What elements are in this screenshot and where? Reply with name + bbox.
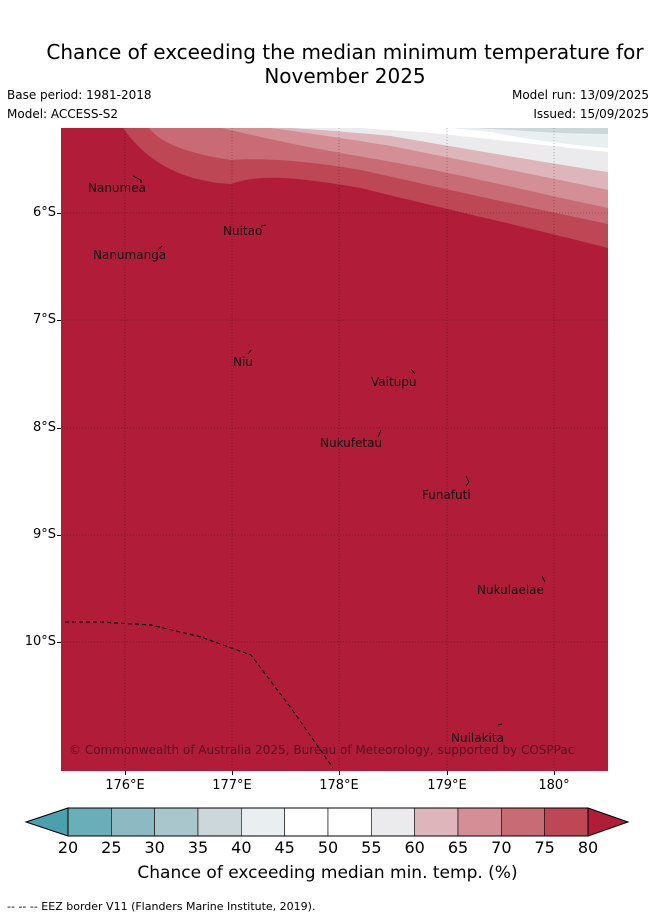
- base-period: Base period: 1981-2018: [7, 88, 152, 102]
- colorbar-tick-label: 60: [404, 838, 425, 857]
- lon-label-179e: 179°E: [427, 778, 467, 793]
- title-line-1: Chance of exceeding the median minimum t…: [46, 40, 644, 64]
- colorbar-cell: [111, 807, 155, 837]
- place-nanumea: Nanumea: [88, 181, 146, 195]
- colorbar-tick-label: 20: [57, 838, 79, 857]
- island-funafuti-outline: [465, 475, 470, 487]
- colorbar-tick-label: 45: [274, 838, 295, 857]
- colorbar-cell: [414, 807, 459, 837]
- island-nuilakita-outline: [497, 723, 503, 726]
- lon-tick-176e: [125, 771, 126, 775]
- colorbar-cell: [284, 807, 329, 837]
- lon-label-176e: 176°E: [105, 778, 145, 793]
- lon-label-180: 180°: [538, 778, 570, 793]
- colorbar-cell: [154, 807, 199, 837]
- lon-label-177e: 177°E: [212, 778, 252, 793]
- island-outlines: [132, 175, 546, 726]
- colorbar-cell: [501, 807, 545, 837]
- island-niu-outline: [247, 349, 252, 355]
- island-vaitupu-outline: [410, 368, 416, 375]
- colorbar-cell: [197, 807, 242, 837]
- colorbar-high-extension: [587, 807, 630, 837]
- colorbar-tick-label: 65: [447, 838, 469, 857]
- colorbar-tick-label: 25: [101, 838, 122, 857]
- probability-field-80: [61, 128, 608, 771]
- lat-tick-8s: [57, 428, 61, 429]
- eez-footnote: -- -- -- EEZ border V11 (Flanders Marine…: [7, 900, 316, 913]
- lon-label-178e: 178°E: [319, 778, 359, 793]
- colorbar-tick-label: 30: [144, 838, 165, 857]
- place-nukulaelae: Nukulaelae: [477, 583, 544, 597]
- lon-tick-178e: [339, 771, 340, 775]
- place-funafuti: Funafuti: [422, 488, 471, 502]
- place-nukufetau: Nukufetau: [320, 436, 382, 450]
- probability-band-35: [471, 128, 608, 134]
- place-nuilakita: Nuilakita: [451, 731, 504, 745]
- island-nukufetau-outline: [377, 429, 382, 438]
- model-run: Model run: 13/09/2025: [511, 88, 649, 102]
- lon-tick-180: [554, 771, 555, 775]
- map-title: Chance of exceeding the median minimum t…: [0, 40, 655, 88]
- map-svg: Nanumea Nuitao Nanumanga Niu Vaitupu Nuk…: [61, 128, 608, 771]
- island-nuitao-outline: [260, 224, 267, 227]
- eez-border: [65, 621, 334, 769]
- place-nanumanga: Nanumanga: [93, 248, 166, 262]
- colorbar-cell: [67, 807, 112, 837]
- graticule: [61, 128, 608, 771]
- colorbar-cells: [67, 807, 589, 837]
- colorbar-tick-label: 40: [231, 838, 252, 857]
- place-labels: Nanumea Nuitao Nanumanga Niu Vaitupu Nuk…: [88, 181, 544, 745]
- issued-date: Issued: 15/09/2025: [533, 107, 649, 121]
- lat-label-7s: 7°S: [32, 312, 56, 327]
- island-nukulaelae-outline: [541, 575, 546, 583]
- lat-tick-9s: [57, 535, 61, 536]
- colorbar-tick-label: 75: [534, 838, 555, 857]
- colorbar-cell: [327, 807, 372, 837]
- island-nanumanga-outline: [157, 245, 163, 251]
- colorbar-tick-label: 50: [317, 838, 339, 857]
- lat-label-10s: 10°S: [24, 634, 56, 649]
- lon-tick-179e: [447, 771, 448, 775]
- lon-tick-177e: [232, 771, 233, 775]
- colorbar: [24, 807, 630, 837]
- lat-label-9s: 9°S: [32, 527, 56, 542]
- colorbar-cell: [241, 807, 285, 837]
- title-line-2: November 2025: [264, 64, 426, 88]
- colorbar-cell: [457, 807, 502, 837]
- lat-tick-10s: [57, 642, 61, 643]
- colorbar-tick-label: 55: [361, 838, 382, 857]
- map-panel: Nanumea Nuitao Nanumanga Niu Vaitupu Nuk…: [61, 128, 608, 771]
- lat-label-6s: 6°S: [32, 205, 56, 220]
- place-nuitao: Nuitao: [223, 224, 262, 238]
- island-nanumea-outline: [132, 175, 142, 183]
- colorbar-frame: [67, 807, 589, 837]
- colorbar-tick-label: 80: [577, 838, 599, 857]
- lat-tick-6s: [57, 213, 61, 214]
- lat-label-8s: 8°S: [32, 420, 56, 435]
- model-name: Model: ACCESS-S2: [7, 107, 119, 121]
- lat-tick-7s: [57, 320, 61, 321]
- colorbar-tick-label: 70: [491, 838, 512, 857]
- colorbar-tick-label: 35: [187, 838, 209, 857]
- colorbar-cell: [544, 807, 589, 837]
- colorbar-title: Chance of exceeding median min. temp. (%…: [137, 863, 518, 883]
- colorbar-cell: [371, 807, 415, 837]
- place-niu: Niu: [233, 355, 253, 369]
- copyright-notice: © Commonwealth of Australia 2025, Bureau…: [69, 743, 574, 757]
- place-vaitupu: Vaitupu: [371, 375, 417, 389]
- colorbar-low-extension: [24, 807, 69, 837]
